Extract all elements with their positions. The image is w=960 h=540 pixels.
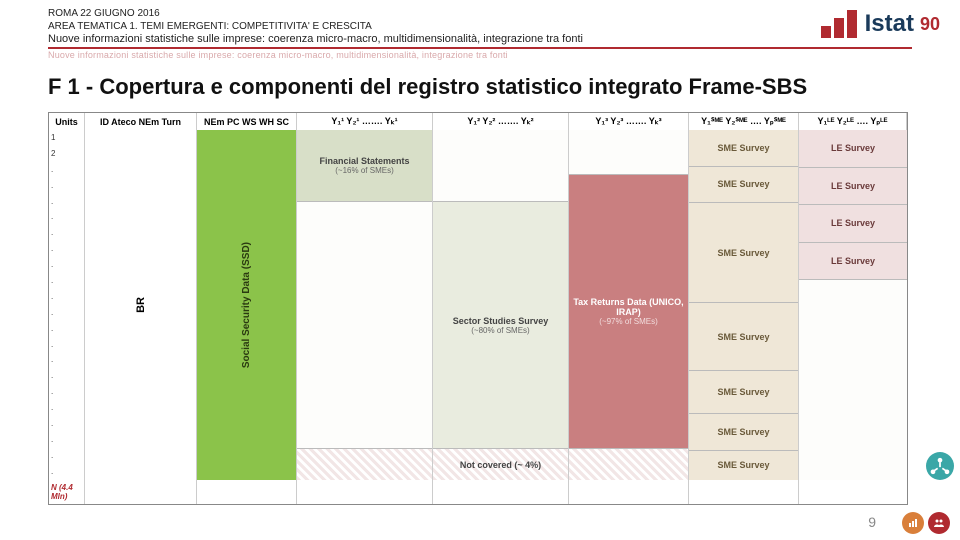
unit-tick: . — [51, 341, 82, 349]
sme-survey-segment: SME Survey — [689, 130, 798, 167]
col-header-le: Y₁ᴸᴱ Y₂ᴸᴱ …. Yₚᴸᴱ — [799, 113, 907, 130]
page-title: F 1 - Copertura e componenti del registr… — [0, 64, 960, 106]
sme-survey-segment: SME Survey — [689, 203, 798, 303]
col-header-y1: Y₁¹ Y₂¹ ……. Yₖ¹ — [297, 113, 433, 130]
le-survey-segment: LE Survey — [799, 130, 907, 168]
col-header-y2: Y₁² Y₂² ……. Yₖ² — [433, 113, 569, 130]
unit-tick: . — [51, 356, 82, 364]
col-header-ssd: NEm PC WS WH SC — [197, 113, 297, 130]
tax-sub: (~97% of SMEs) — [571, 317, 686, 326]
corner-icons — [902, 512, 950, 534]
unit-tick: . — [51, 436, 82, 444]
unit-tick: . — [51, 166, 82, 174]
not-covered-segment: Not covered (~ 4%) — [433, 449, 568, 480]
unit-tick: . — [51, 372, 82, 380]
logo-suffix: 90 — [920, 14, 940, 35]
frame-sbs-chart: Units ID Ateco NEm Turn NEm PC WS WH SC … — [48, 112, 908, 505]
br-label: BR — [135, 297, 147, 313]
unit-tick: 1 — [51, 134, 82, 142]
le-survey-segment: LE Survey — [799, 205, 907, 243]
header-subtitle: Nuove informazioni statistiche sulle imp… — [48, 33, 912, 45]
unit-tick: . — [51, 468, 82, 476]
header-area: AREA TEMATICA 1. TEMI EMERGENTI: COMPETI… — [48, 21, 912, 32]
header-date: ROMA 22 GIUGNO 2016 — [48, 8, 912, 19]
units-column: 1 2.................... — [49, 130, 85, 480]
nc-label: Not covered (~ 4%) — [460, 460, 541, 470]
sss-label: Sector Studies Survey — [453, 316, 549, 326]
network-icon — [926, 452, 954, 480]
unit-tick: . — [51, 309, 82, 317]
col-header-br: ID Ateco NEm Turn — [85, 113, 197, 130]
unit-tick: . — [51, 229, 82, 237]
fs-label: Financial Statements — [319, 156, 409, 166]
unit-tick: . — [51, 420, 82, 428]
header-divider — [48, 47, 912, 49]
istat-logo: Istat 90 — [821, 10, 940, 38]
le-survey-segment: LE Survey — [799, 168, 907, 206]
tax-segment: Tax Returns Data (UNICO, IRAP) (~97% of … — [569, 175, 688, 449]
ssd-column: Social Security Data (SSD) — [197, 130, 297, 480]
col-header-y3: Y₁³ Y₂³ ……. Yₖ³ — [569, 113, 689, 130]
sme-survey-segment: SME Survey — [689, 303, 798, 371]
unit-tick: . — [51, 182, 82, 190]
people-icon — [928, 512, 950, 534]
sss-sub: (~80% of SMEs) — [453, 326, 549, 335]
sme-survey-segment: SME Survey — [689, 451, 798, 480]
unit-tick: . — [51, 404, 82, 412]
logo-text: Istat — [865, 10, 914, 38]
n-label: N (4.4 Mln) — [49, 480, 85, 504]
sss-segment: Sector Studies Survey (~80% of SMEs) — [433, 202, 568, 449]
le-column: LE SurveyLE SurveyLE SurveyLE Survey — [799, 130, 907, 480]
unit-tick: . — [51, 213, 82, 221]
col-header-sme: Y₁ᔆᴹᴱ Y₂ᔆᴹᴱ …. Yₚᔆᴹᴱ — [689, 113, 799, 130]
unit-tick: . — [51, 245, 82, 253]
br-column: BR — [85, 130, 197, 480]
unit-tick: . — [51, 388, 82, 396]
le-survey-segment: LE Survey — [799, 243, 907, 281]
unit-tick: . — [51, 452, 82, 460]
unit-tick: . — [51, 277, 82, 285]
unit-tick: . — [51, 293, 82, 301]
sme-survey-segment: SME Survey — [689, 167, 798, 204]
fs-segment: Financial Statements (~16% of SMEs) — [297, 130, 432, 202]
y1-column: Financial Statements (~16% of SMEs) — [297, 130, 433, 480]
unit-tick: . — [51, 325, 82, 333]
y2-column: Sector Studies Survey (~80% of SMEs) Not… — [433, 130, 569, 480]
unit-tick: . — [51, 261, 82, 269]
tax-label: Tax Returns Data (UNICO, IRAP) — [573, 297, 683, 317]
chart-footer: N (4.4 Mln) — [49, 480, 907, 504]
column-headers: Units ID Ateco NEm Turn NEm PC WS WH SC … — [49, 113, 907, 130]
page-number: 9 — [868, 514, 876, 530]
unit-tick: 2 — [51, 150, 82, 158]
chart-icon — [902, 512, 924, 534]
sme-column: SME SurveySME SurveySME SurveySME Survey… — [689, 130, 799, 480]
sme-survey-segment: SME Survey — [689, 371, 798, 414]
ssd-label: Social Security Data (SSD) — [241, 242, 252, 368]
logo-bars-icon — [821, 10, 857, 38]
fs-sub: (~16% of SMEs) — [319, 166, 409, 175]
header-faded: Nuove informazioni statistiche sulle imp… — [48, 50, 912, 60]
y3-column: Tax Returns Data (UNICO, IRAP) (~97% of … — [569, 130, 689, 480]
chart-body: 1 2.................... BR Social Securit… — [49, 130, 907, 480]
col-header-units: Units — [49, 113, 85, 130]
le-blank — [799, 280, 907, 480]
unit-tick: . — [51, 198, 82, 206]
sme-survey-segment: SME Survey — [689, 414, 798, 451]
